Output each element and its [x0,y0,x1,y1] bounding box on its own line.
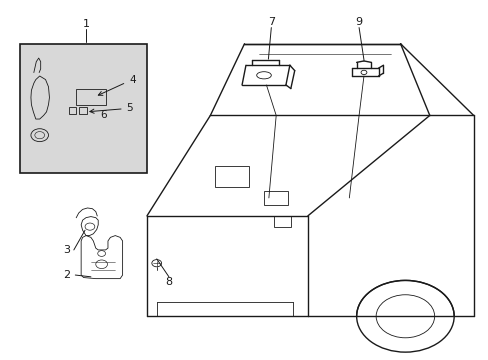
Text: 5: 5 [90,103,133,113]
Text: 6: 6 [100,111,106,121]
Bar [215,166,249,187]
Text: 7: 7 [267,17,274,27]
Bar [20,44,147,173]
Bar [264,191,288,205]
Text: 3: 3 [63,245,70,255]
Text: 8: 8 [165,277,172,287]
Bar [79,107,87,114]
Text: 9: 9 [355,17,362,27]
Bar [76,89,105,105]
Text: 2: 2 [63,270,70,280]
Bar [273,216,290,226]
Text: 4: 4 [98,75,135,95]
Bar [69,107,76,114]
Text: 1: 1 [82,19,89,29]
